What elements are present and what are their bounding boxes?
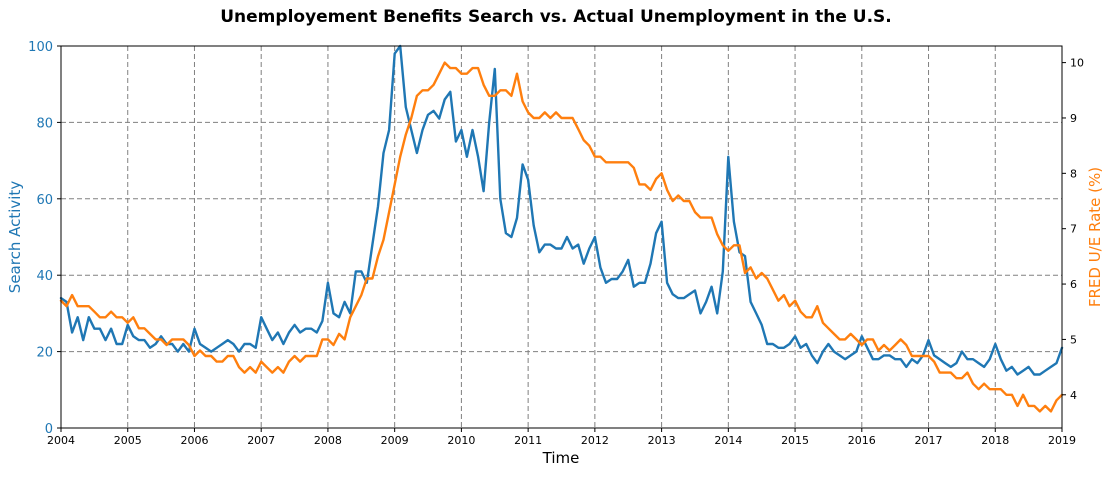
x-tick-label: 2016 <box>848 434 876 447</box>
x-tick-label: 2015 <box>781 434 809 447</box>
axes: 2004 2005 2006 2007 2008 2009 2010 2011 2012 2013… <box>28 40 1084 447</box>
y-right-tick-label: 6 <box>1070 278 1077 291</box>
x-tick-label: 2011 <box>514 434 542 447</box>
series-line-search-activity <box>59 44 1064 376</box>
x-tick-label: 2013 <box>648 434 676 447</box>
grid-lines <box>61 46 1062 428</box>
x-tick-label: 2017 <box>915 434 943 447</box>
x-tick-label: 2019 <box>1048 434 1076 447</box>
series-lines <box>59 44 1064 413</box>
x-tick-label: 2007 <box>247 434 275 447</box>
series-line-unemployment-rate <box>59 61 1064 413</box>
x-tick-label: 2009 <box>381 434 409 447</box>
x-tick-label: 2014 <box>714 434 742 447</box>
x-tick-label: 2018 <box>981 434 1009 447</box>
y-left-tick-label: 40 <box>36 269 53 284</box>
y-right-tick-label: 10 <box>1070 57 1084 70</box>
y-left-tick-label: 20 <box>36 346 53 361</box>
y-axis-right-label: FRED U/E Rate (%) <box>1086 167 1104 307</box>
x-tick-label: 2010 <box>447 434 475 447</box>
y-right-tick-label: 4 <box>1070 389 1077 402</box>
x-tick-label: 2012 <box>581 434 609 447</box>
x-tick-label: 2005 <box>114 434 142 447</box>
y-right-tick-label: 5 <box>1070 333 1077 346</box>
y-left-tick-label: 80 <box>36 116 53 131</box>
y-axis-left-label: Search Activity <box>6 181 24 294</box>
x-axis-label: Time <box>542 449 580 467</box>
x-tick-label: 2004 <box>47 434 75 447</box>
y-left-tick-label: 0 <box>45 422 53 437</box>
y-right-tick-label: 8 <box>1070 167 1077 180</box>
x-tick-label: 2008 <box>314 434 342 447</box>
y-left-tick-label: 60 <box>36 193 53 208</box>
x-tick-label: 2006 <box>180 434 208 447</box>
chart-title: Unemployement Benefits Search vs. Actual… <box>220 7 891 27</box>
y-right-tick-label: 7 <box>1070 223 1077 236</box>
y-left-tick-label: 100 <box>28 40 53 55</box>
plot-frame <box>60 45 1063 429</box>
y-right-tick-label: 9 <box>1070 112 1077 125</box>
